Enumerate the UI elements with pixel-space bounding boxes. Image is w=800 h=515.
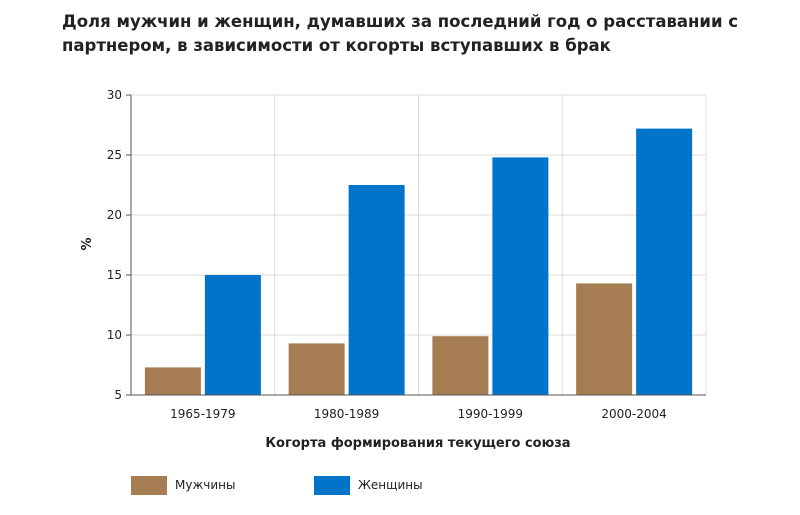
y-tick-label: 15: [107, 268, 122, 282]
legend-swatch-men: [131, 475, 167, 495]
bar-women-1980-1989: [348, 185, 405, 395]
x-tick-label: 1980-1989: [314, 407, 379, 421]
bar-chart: 5 10 15 20 25 30 1965-1979 1980-1989 1990-1999 2…: [80, 88, 707, 451]
y-axis-title: %: [80, 237, 95, 250]
bar-men-1965-1979: [144, 367, 201, 395]
y-tick-label: 20: [107, 208, 122, 222]
bar-men-2000-2004: [576, 283, 633, 395]
bars: [144, 128, 693, 395]
bar-women-2000-2004: [636, 128, 693, 395]
y-tick-label: 25: [107, 148, 122, 162]
legend-swatch-women: [314, 475, 350, 495]
chart-title: Доля мужчин и женщин, думавших за послед…: [62, 12, 739, 55]
legend-label-women: Женщины: [358, 478, 423, 492]
bar-women-1990-1999: [492, 157, 549, 395]
y-tick-label: 30: [107, 88, 122, 102]
x-tick-label: 2000-2004: [601, 407, 666, 421]
x-tick-label: 1965-1979: [170, 407, 235, 421]
axes: [126, 94, 706, 396]
y-tick-labels: 5 10 15 20 25 30: [107, 88, 122, 402]
x-tick-label: 1990-1999: [458, 407, 523, 421]
x-tick-labels: 1965-1979 1980-1989 1990-1999 2000-2004: [170, 407, 667, 421]
legend-label-men: Мужчины: [175, 478, 236, 492]
legend-item-women: Женщины: [314, 475, 423, 495]
y-tick-label: 10: [107, 328, 122, 342]
bar-women-1965-1979: [204, 275, 261, 395]
y-tick-label: 5: [114, 388, 122, 402]
bar-men-1980-1989: [288, 343, 345, 395]
legend-item-men: Мужчины: [131, 475, 235, 495]
bar-men-1990-1999: [432, 336, 489, 395]
x-axis-title: Когорта формирования текущего союза: [265, 436, 570, 451]
